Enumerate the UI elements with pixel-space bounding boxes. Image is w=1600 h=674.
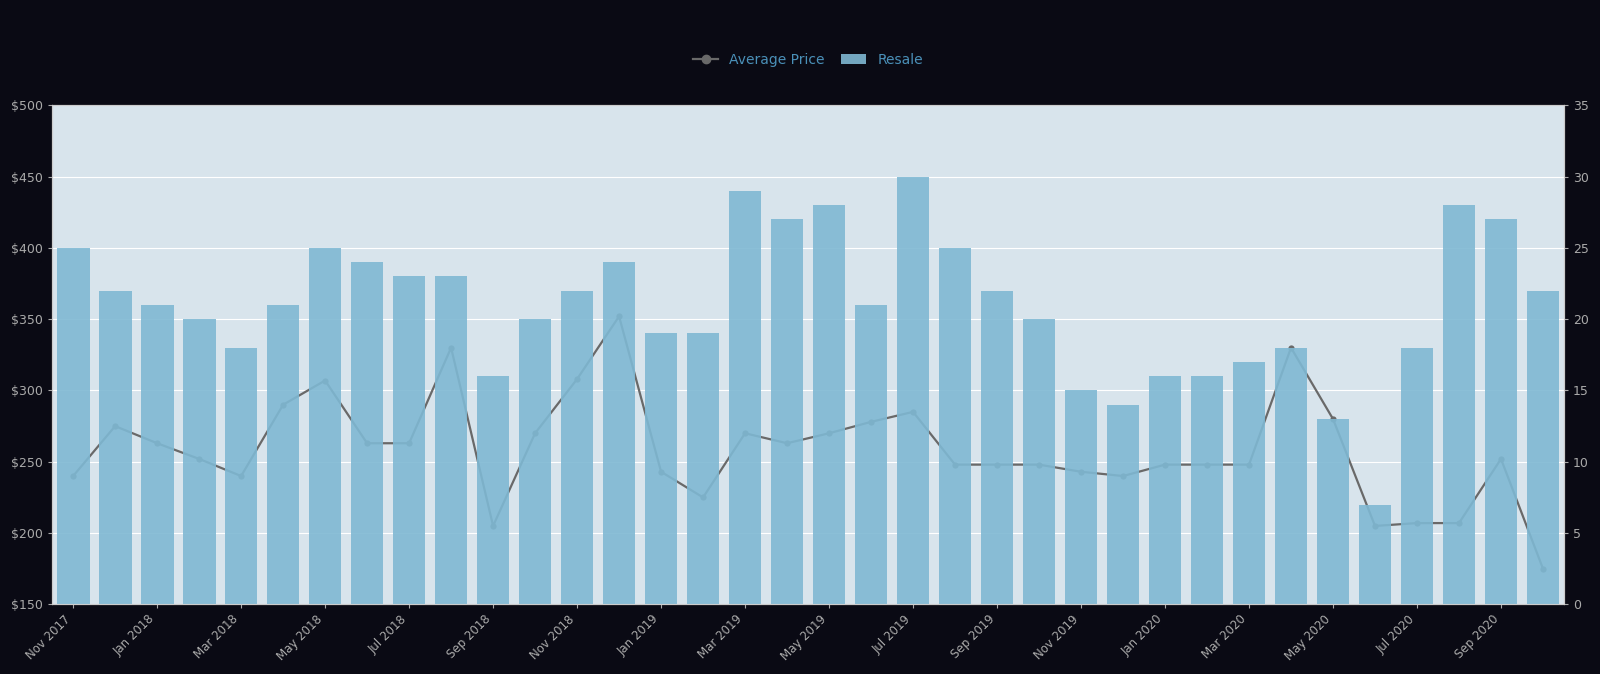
Average Price: [442, 344, 461, 352]
Average Price: [736, 429, 755, 437]
Bar: [1485, 220, 1517, 605]
Average Price: [946, 460, 965, 468]
Bar: [435, 276, 467, 605]
Bar: [99, 290, 131, 605]
Average Price: [147, 439, 166, 448]
Bar: [309, 248, 341, 605]
Average Price: [315, 377, 334, 385]
Average Price: [1365, 522, 1384, 530]
Average Price: [483, 522, 502, 530]
Bar: [813, 205, 845, 605]
Average Price: [1072, 468, 1091, 476]
Bar: [1190, 376, 1224, 605]
Average Price: [904, 408, 923, 416]
Bar: [603, 262, 635, 605]
Bar: [392, 276, 426, 605]
Bar: [645, 334, 677, 605]
Average Price: [274, 401, 293, 409]
Bar: [477, 376, 509, 605]
Bar: [1107, 405, 1139, 605]
Average Price: [189, 455, 208, 463]
Bar: [981, 290, 1013, 605]
Average Price: [1240, 460, 1259, 468]
Average Price: [1282, 344, 1301, 352]
Average Price: [357, 439, 376, 448]
Bar: [141, 305, 173, 605]
Average Price: [400, 439, 419, 448]
Bar: [896, 177, 930, 605]
Average Price: [1323, 415, 1342, 423]
Average Price: [525, 429, 544, 437]
Line: Average Price: Average Price: [70, 313, 1546, 572]
Bar: [1275, 348, 1307, 605]
Bar: [728, 191, 762, 605]
Average Price: [1197, 460, 1216, 468]
Average Price: [1491, 455, 1510, 463]
Average Price: [610, 312, 629, 320]
Average Price: [693, 493, 712, 501]
Average Price: [1114, 472, 1133, 480]
Bar: [1022, 319, 1056, 605]
Bar: [560, 290, 594, 605]
Bar: [56, 248, 90, 605]
Bar: [1149, 376, 1181, 605]
Bar: [1232, 362, 1266, 605]
Average Price: [651, 468, 670, 476]
Average Price: [1450, 519, 1469, 527]
Bar: [1443, 205, 1475, 605]
Bar: [224, 348, 258, 605]
Average Price: [819, 429, 838, 437]
Average Price: [1029, 460, 1048, 468]
Average Price: [1533, 565, 1552, 573]
Average Price: [1408, 519, 1427, 527]
Average Price: [987, 460, 1006, 468]
Bar: [854, 305, 888, 605]
Bar: [686, 334, 720, 605]
Average Price: [861, 418, 880, 426]
Bar: [1317, 419, 1349, 605]
Bar: [350, 262, 384, 605]
Legend: Average Price, Resale: Average Price, Resale: [688, 47, 928, 73]
Average Price: [232, 472, 251, 480]
Bar: [1358, 505, 1392, 605]
Bar: [939, 248, 971, 605]
Average Price: [568, 375, 587, 383]
Bar: [182, 319, 216, 605]
Bar: [1064, 390, 1098, 605]
Bar: [1526, 290, 1560, 605]
Average Price: [1155, 460, 1174, 468]
Average Price: [64, 472, 83, 480]
Bar: [1400, 348, 1434, 605]
Bar: [518, 319, 552, 605]
Bar: [267, 305, 299, 605]
Average Price: [778, 439, 797, 448]
Bar: [771, 220, 803, 605]
Average Price: [106, 422, 125, 430]
